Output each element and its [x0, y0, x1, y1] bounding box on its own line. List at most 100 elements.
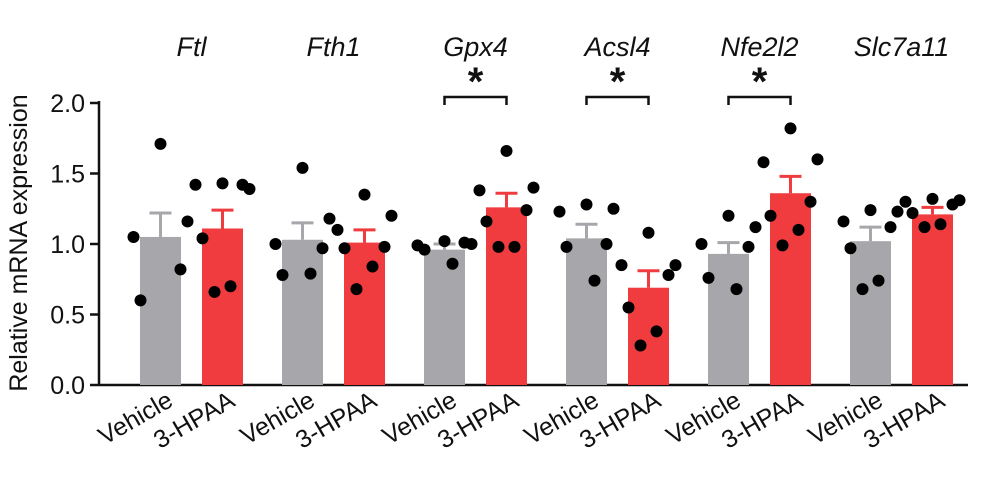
bar-nfe2l2-3hpaa — [770, 193, 811, 385]
data-point — [189, 178, 202, 191]
data-point — [134, 294, 147, 307]
data-point — [634, 339, 647, 352]
data-point — [276, 269, 289, 282]
data-point — [764, 209, 777, 222]
y-axis-label: Relative mRNA expression — [5, 94, 33, 391]
significance-star: * — [752, 60, 768, 104]
data-point — [520, 204, 533, 217]
data-point — [607, 202, 620, 215]
bar-nfe2l2-vehicle — [708, 253, 749, 385]
data-point — [224, 280, 237, 293]
gene-title: Gpx4 — [443, 32, 508, 62]
gene-title: Nfe2l2 — [720, 32, 798, 62]
data-point — [926, 192, 939, 205]
significance-star: * — [610, 60, 626, 104]
data-point — [553, 205, 566, 218]
data-point — [784, 122, 797, 135]
gene-title: Acsl4 — [582, 32, 650, 62]
data-point — [730, 283, 743, 296]
data-point — [350, 283, 363, 296]
data-point — [480, 215, 493, 228]
data-point — [331, 223, 344, 236]
data-point — [884, 221, 897, 234]
data-point — [560, 240, 573, 253]
bar-fth1-3hpaa — [344, 242, 385, 385]
axes: 0.0 0.5 1.0 1.5 2.0 — [50, 90, 968, 400]
data-point — [669, 259, 682, 272]
data-point — [580, 198, 593, 211]
bar-acsl4-3hpaa — [628, 287, 669, 385]
data-point — [323, 212, 336, 225]
bar-slc7a11-vehicle — [850, 241, 891, 385]
data-point — [864, 204, 877, 217]
y-tick-label: 1.5 — [50, 161, 85, 189]
data-point — [154, 137, 167, 150]
y-tick-label: 1.0 — [50, 231, 85, 259]
data-point — [722, 209, 735, 222]
data-point — [269, 238, 282, 250]
data-point — [378, 240, 391, 253]
data-point — [899, 195, 912, 208]
data-point — [811, 153, 824, 166]
data-point — [127, 230, 140, 243]
data-point — [208, 285, 221, 298]
data-point — [615, 259, 628, 272]
data-point — [872, 274, 885, 287]
data-point — [844, 242, 857, 255]
data-point — [366, 260, 379, 273]
significance-bracket — [727, 95, 792, 105]
data-point — [776, 239, 789, 252]
gene-title: Slc7a11 — [854, 32, 950, 62]
data-point — [934, 218, 947, 231]
data-point — [804, 195, 817, 208]
bar-gpx4-3hpaa — [486, 207, 527, 385]
data-point — [742, 240, 755, 253]
bar-ftl-3hpaa — [202, 228, 243, 385]
data-point — [650, 325, 663, 338]
data-point — [891, 205, 904, 218]
data-point — [527, 181, 540, 194]
gene-title: Fth1 — [306, 32, 360, 62]
data-point — [600, 238, 613, 250]
data-point — [946, 198, 959, 211]
data-point — [906, 206, 919, 219]
data-point — [492, 240, 505, 253]
data-point — [837, 215, 850, 228]
data-point — [385, 209, 398, 222]
y-tick-label: 0.5 — [50, 302, 85, 330]
bar-ftl-vehicle — [140, 236, 181, 385]
y-tick-label: 0.0 — [50, 372, 85, 400]
data-point — [662, 269, 675, 282]
data-point — [174, 263, 187, 276]
data-point — [338, 242, 351, 255]
bars-layer — [140, 174, 953, 385]
data-point — [508, 240, 521, 253]
data-point — [588, 274, 601, 287]
significance-star: * — [468, 60, 484, 104]
y-tick-label: 2.0 — [50, 90, 85, 118]
points-layer — [127, 122, 966, 352]
gene-title: Ftl — [177, 32, 208, 62]
bar-acsl4-vehicle — [566, 238, 607, 385]
significance-bracket — [443, 95, 508, 105]
significance-bracket — [585, 95, 650, 105]
data-point — [316, 242, 329, 255]
data-point — [196, 232, 209, 245]
data-point — [642, 226, 655, 239]
data-point — [757, 156, 770, 169]
bar-slc7a11-3hpaa — [912, 214, 953, 385]
data-point — [236, 178, 249, 191]
data-point — [500, 144, 513, 157]
data-point — [358, 188, 371, 201]
data-point — [181, 215, 194, 228]
data-point — [296, 161, 309, 174]
data-point — [473, 184, 486, 197]
data-point — [304, 267, 317, 280]
data-point — [749, 221, 762, 234]
data-point — [446, 257, 459, 270]
data-point — [438, 235, 451, 248]
bar-gpx4-vehicle — [424, 249, 465, 385]
data-point — [216, 177, 229, 190]
data-point — [695, 238, 708, 250]
